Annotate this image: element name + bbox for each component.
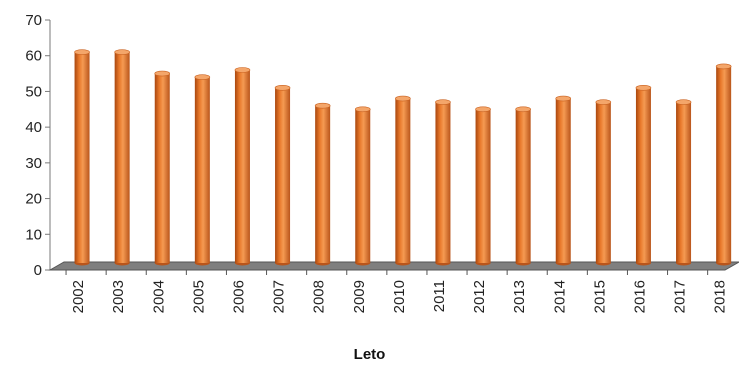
bar [555,95,572,266]
y-tick-label: 20 [25,191,42,208]
y-tick-label: 60 [25,48,42,65]
bar-body [395,98,411,263]
bar-top [395,95,411,102]
bar [435,99,451,266]
bar-top [635,85,652,91]
bar [715,63,732,266]
x-tick-label: 2017 [672,280,689,313]
y-tick-label: 30 [25,155,42,172]
bar-body [114,52,130,264]
bar-body [315,105,331,263]
x-tick-label: 2009 [351,280,368,313]
bar [354,106,371,266]
x-tick-label: 2005 [190,280,207,313]
bar [154,70,171,266]
bar-top [515,106,531,113]
bar-top [435,99,451,105]
bar-body [74,52,90,264]
x-tick-label: 2018 [712,280,729,313]
bar-body [234,70,250,263]
bar-top [595,99,612,105]
y-tick-label: 70 [25,12,42,29]
x-tick-label: 2011 [431,280,448,312]
bar-body [355,109,371,264]
bar [114,49,130,266]
x-tick-label: 2012 [471,280,488,313]
x-tick-label: 2016 [631,280,648,313]
x-tick-label: 2014 [551,280,568,313]
bar-body [635,87,651,263]
bar [475,106,491,266]
bar-body [475,109,491,264]
y-tick-label: 50 [25,83,42,100]
bar-top [314,102,331,109]
x-axis-title: Leto [353,346,386,363]
bar [635,85,652,266]
bar-body [716,66,732,263]
bar-body [555,98,571,263]
x-tick-label: 2003 [110,280,127,313]
bar [595,99,612,266]
y-axis: 0 10 20 30 40 50 60 70 [25,12,50,279]
bar-top [114,49,130,55]
bar-top [715,63,732,70]
bar-top [555,95,572,102]
x-tick-label: 2010 [391,280,408,313]
bar [74,49,90,266]
bar-body [275,87,291,263]
bar [314,102,331,266]
x-tick-label: 2015 [591,280,608,313]
bar [675,99,692,266]
bar-top [194,74,211,80]
x-tick-label: 2008 [311,280,328,313]
bar-top [74,49,90,55]
bar-top [154,70,171,77]
chart-floor [48,261,739,271]
x-tick-label: 2002 [70,280,87,313]
x-tick-label: 2013 [511,280,528,313]
bar [274,85,291,266]
bar-body [595,102,611,264]
bar-body [515,109,531,264]
x-tick-label: 2004 [150,280,167,313]
bar-top [354,106,371,113]
y-tick-label: 0 [34,262,42,279]
bar [515,106,531,266]
bar-body [154,73,170,263]
y-tick-label: 10 [25,226,42,243]
bar-top [675,99,692,105]
bar-body [194,77,210,264]
bar-top [475,106,491,113]
y-tick-label: 40 [25,119,42,136]
bar [194,74,211,266]
bars [74,49,732,266]
bar [395,95,411,266]
x-tick-label: 2006 [230,280,247,313]
x-tick-label: 2007 [271,280,288,313]
bar [234,67,251,266]
bar-body [435,102,451,264]
x-axis: 2002 2003 2004 2005 2006 2007 2008 2009 2010 2011… [65,270,729,313]
bar-top [274,85,291,91]
bar-top [234,67,251,73]
bar-body [676,102,692,264]
